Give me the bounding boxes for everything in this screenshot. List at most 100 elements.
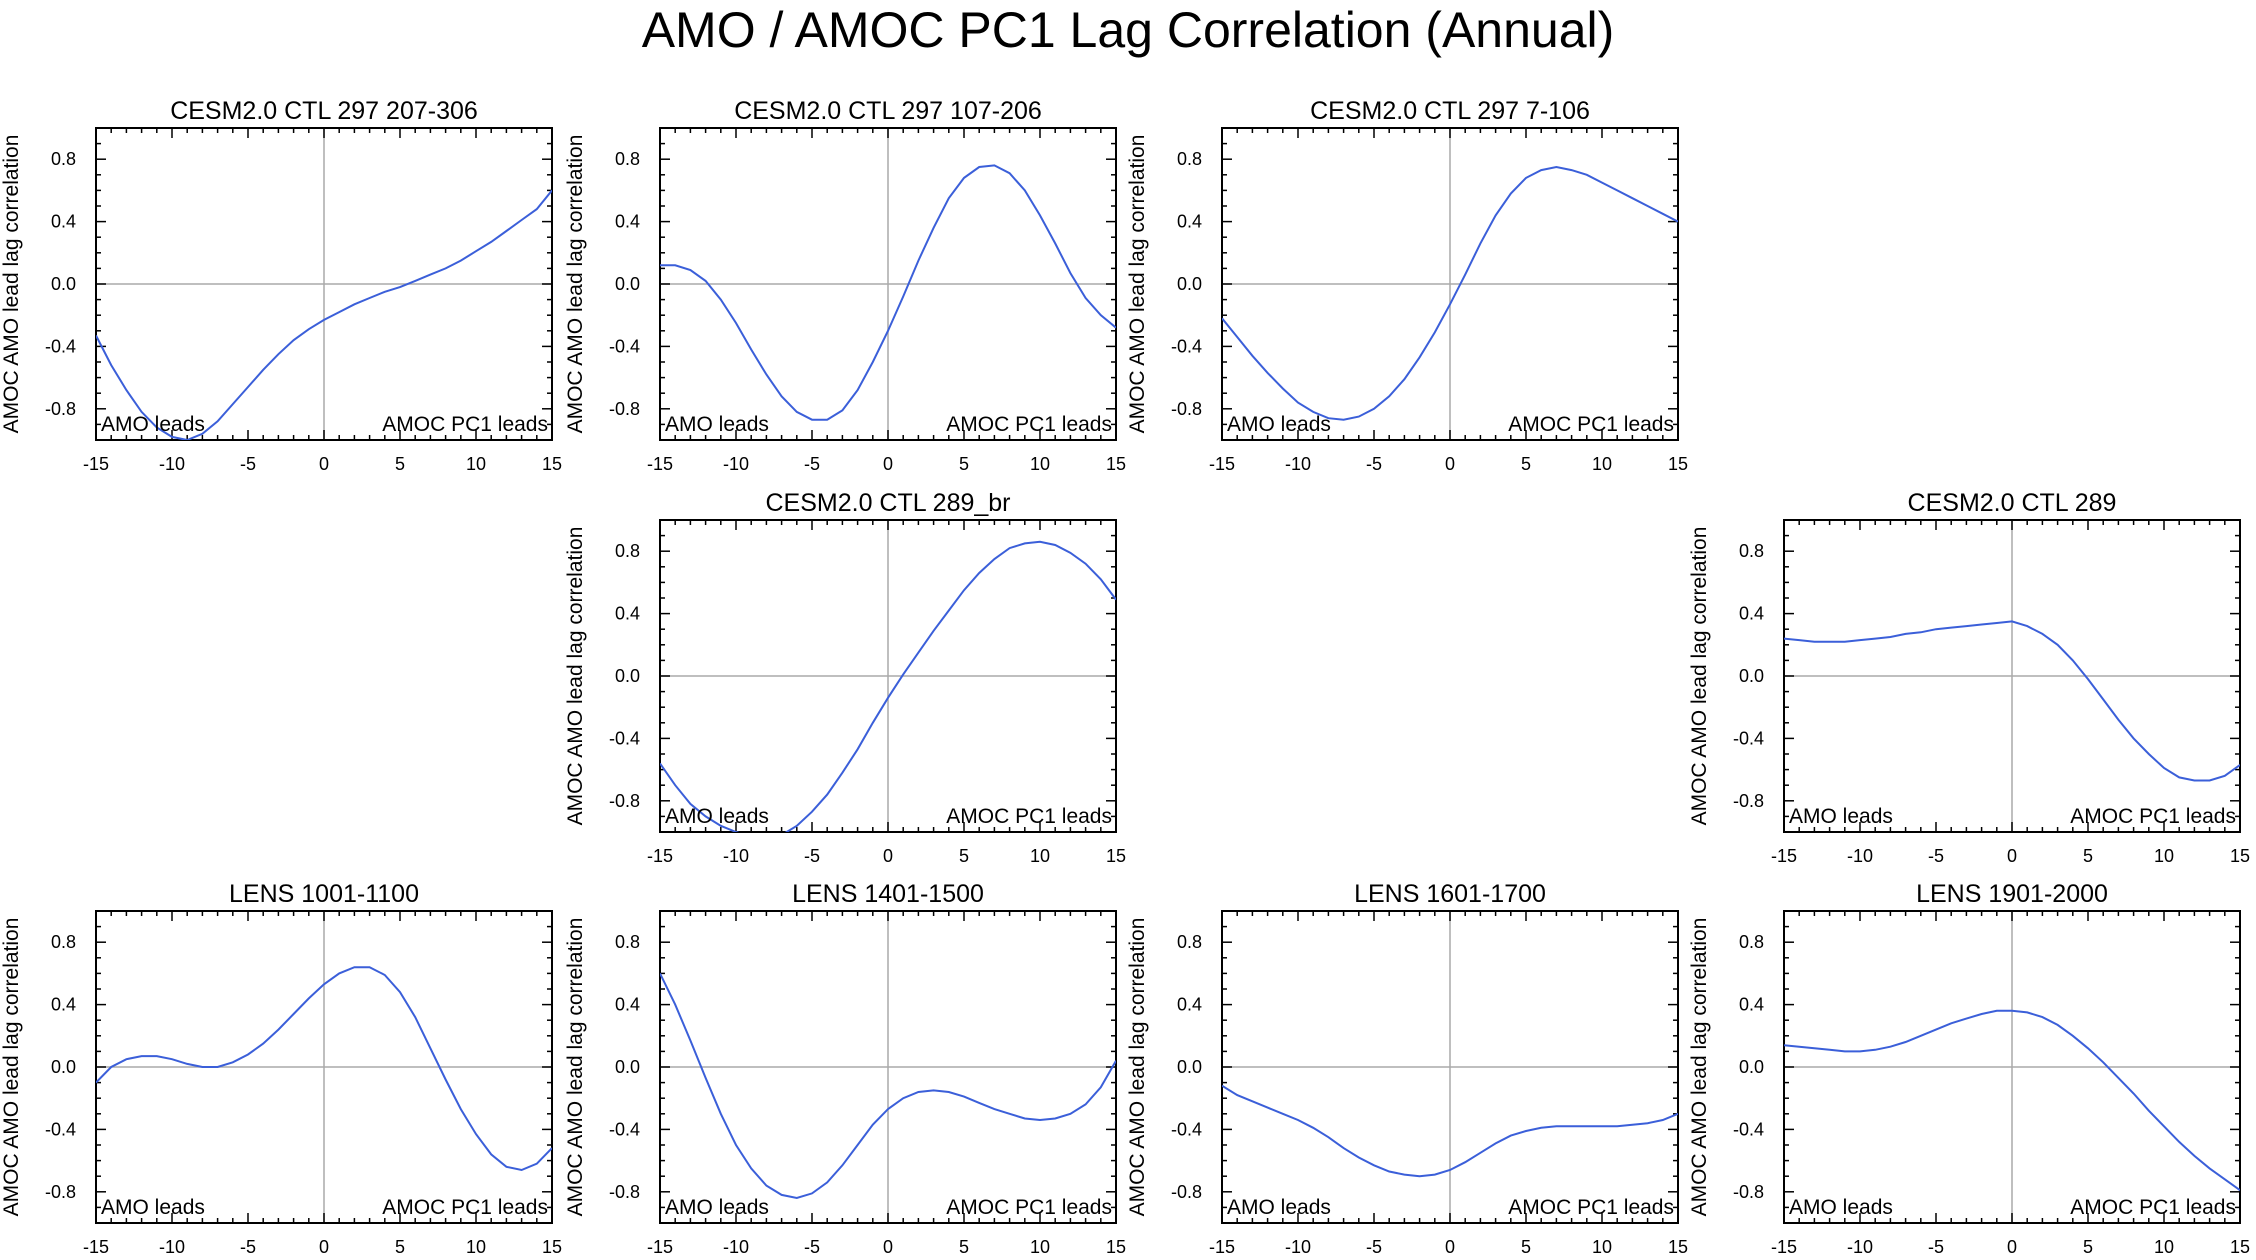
x-tick-label: 15: [1668, 1237, 1688, 1257]
x-tick-label: -5: [804, 454, 820, 474]
y-tick-label: 0.8: [1177, 149, 1202, 169]
amo-leads-label: AMO leads: [1227, 413, 1331, 436]
amo-leads-label: AMO leads: [1789, 805, 1893, 828]
y-tick-label: 0.8: [1177, 932, 1202, 952]
x-tick-label: -10: [1285, 454, 1311, 474]
panel-title: CESM2.0 CTL 297 207-306: [170, 97, 478, 125]
x-tick-label: 10: [1592, 454, 1612, 474]
x-tick-label: 10: [1030, 1237, 1050, 1257]
x-tick-label: 10: [466, 454, 486, 474]
x-tick-label: 15: [1668, 454, 1688, 474]
correlation-line: [660, 972, 1116, 1200]
x-tick-label: -15: [1209, 454, 1235, 474]
correlation-line: [96, 966, 552, 1172]
y-tick-label: 0.4: [51, 212, 76, 232]
amo-leads-label: AMO leads: [665, 1196, 769, 1219]
panel-4: -15 -10 -5 0 5 10 15 0.8 0.4 0.0 -0.4 -0.8 AMOC AMO …: [564, 489, 1126, 866]
y-axis-label: AMOC AMO lead lag correlation: [0, 918, 23, 1217]
x-tick-label: 10: [2154, 846, 2174, 866]
y-tick-label: 0.0: [615, 1057, 640, 1077]
x-tick-label: 0: [2007, 1237, 2017, 1257]
x-tick-label: -15: [647, 1237, 673, 1257]
x-tick-label: -10: [159, 454, 185, 474]
x-tick-label: 5: [395, 1237, 405, 1257]
y-tick-label: 0.0: [51, 274, 76, 294]
x-tick-label: 5: [959, 1237, 969, 1257]
y-axis-label: AMOC AMO lead lag correlation: [564, 527, 587, 826]
y-tick-label: -0.4: [1733, 728, 1764, 748]
panel-5: -15 -10 -5 0 5 10 15 0.8 0.4 0.0 -0.4 -0.8 AMOC AMO …: [1688, 489, 2250, 866]
amoc-pc1-leads-label: AMOC PC1 leads: [1508, 413, 1674, 436]
x-tick-label: 0: [2007, 846, 2017, 866]
y-tick-label: 0.0: [1177, 274, 1202, 294]
x-tick-label: -5: [1366, 454, 1382, 474]
x-tick-label: -5: [1366, 1237, 1382, 1257]
x-tick-label: 10: [2154, 1237, 2174, 1257]
x-tick-label: 5: [1521, 1237, 1531, 1257]
x-tick-label: 15: [542, 454, 562, 474]
x-tick-label: -10: [723, 846, 749, 866]
y-tick-label: -0.8: [1171, 1182, 1202, 1202]
x-tick-label: -10: [1847, 1237, 1873, 1257]
y-tick-label: 0.8: [51, 932, 76, 952]
x-tick-label: -15: [1771, 846, 1797, 866]
y-tick-label: -0.8: [609, 399, 640, 419]
y-tick-label: -0.4: [609, 1119, 640, 1139]
y-tick-label: 0.4: [615, 212, 640, 232]
x-tick-label: 0: [883, 846, 893, 866]
correlation-line: [660, 540, 1116, 832]
y-tick-label: -0.4: [1733, 1119, 1764, 1139]
y-tick-label: -0.8: [1733, 791, 1764, 811]
correlation-line: [1222, 165, 1678, 421]
y-tick-label: 0.8: [615, 932, 640, 952]
y-tick-label: -0.4: [609, 336, 640, 356]
amo-leads-label: AMO leads: [1227, 1196, 1331, 1219]
amoc-pc1-leads-label: AMOC PC1 leads: [382, 413, 548, 436]
x-tick-label: 0: [319, 454, 329, 474]
amo-leads-label: AMO leads: [665, 413, 769, 436]
y-tick-label: 0.4: [615, 604, 640, 624]
x-tick-label: 0: [1445, 1237, 1455, 1257]
x-tick-label: 5: [395, 454, 405, 474]
y-tick-label: 0.8: [51, 149, 76, 169]
x-tick-label: 5: [1521, 454, 1531, 474]
y-tick-label: -0.4: [609, 728, 640, 748]
x-tick-label: -15: [1771, 1237, 1797, 1257]
x-tick-label: -15: [647, 454, 673, 474]
x-tick-label: 10: [1030, 454, 1050, 474]
panel-7: -15 -10 -5 0 5 10 15 0.8 0.4 0.0 -0.4 -0.8 AMOC AMO …: [564, 880, 1126, 1257]
x-tick-label: 5: [2083, 1237, 2093, 1257]
x-tick-label: 15: [1106, 1237, 1126, 1257]
panel-title: CESM2.0 CTL 289: [1908, 489, 2117, 517]
panel-title: CESM2.0 CTL 297 7-106: [1310, 97, 1590, 125]
x-tick-label: 0: [883, 1237, 893, 1257]
figure-title: AMO / AMOC PC1 Lag Correlation (Annual): [641, 2, 1615, 58]
x-tick-label: 15: [2230, 846, 2250, 866]
correlation-line: [1222, 1084, 1678, 1178]
panel-title: LENS 1901-2000: [1916, 880, 2108, 908]
x-tick-label: 10: [1030, 846, 1050, 866]
x-tick-label: 5: [2083, 846, 2093, 866]
y-tick-label: 0.4: [1177, 995, 1202, 1015]
panel-title: CESM2.0 CTL 289_br: [765, 489, 1010, 517]
y-tick-label: 0.4: [1739, 604, 1764, 624]
y-tick-label: 0.0: [51, 1057, 76, 1077]
amoc-pc1-leads-label: AMOC PC1 leads: [946, 805, 1112, 828]
x-tick-label: -10: [723, 454, 749, 474]
x-tick-label: -15: [83, 1237, 109, 1257]
x-tick-label: -10: [1847, 846, 1873, 866]
panel-title: LENS 1601-1700: [1354, 880, 1546, 908]
correlation-line: [96, 189, 552, 440]
y-tick-label: -0.8: [1171, 399, 1202, 419]
y-tick-label: 0.8: [1739, 932, 1764, 952]
x-tick-label: -5: [240, 1237, 256, 1257]
panel-9: -15 -10 -5 0 5 10 15 0.8 0.4 0.0 -0.4 -0.8 AMOC AMO …: [1688, 880, 2250, 1257]
panel-title: LENS 1401-1500: [792, 880, 984, 908]
panel-title: LENS 1001-1100: [229, 880, 419, 908]
y-tick-label: 0.0: [1739, 666, 1764, 686]
x-tick-label: -5: [804, 846, 820, 866]
x-tick-label: -15: [647, 846, 673, 866]
y-tick-label: 0.0: [615, 666, 640, 686]
x-tick-label: -5: [240, 454, 256, 474]
y-tick-label: -0.4: [45, 336, 76, 356]
